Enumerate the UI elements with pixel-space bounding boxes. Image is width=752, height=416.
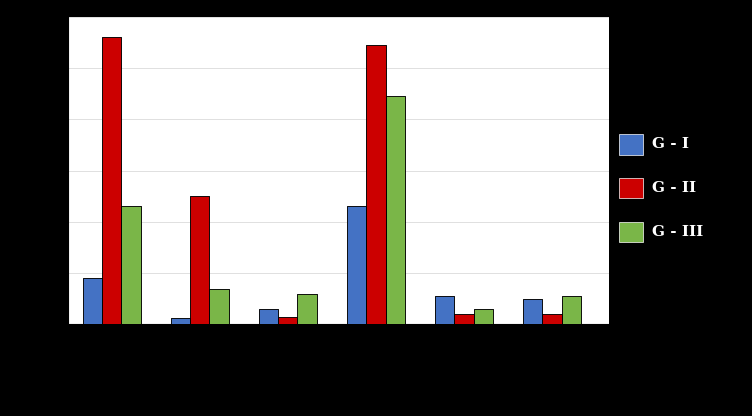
Text: G - I: G - I [653, 137, 690, 151]
Text: G - II: G - II [653, 181, 696, 195]
Bar [454, 314, 474, 324]
Bar [366, 45, 386, 324]
Bar [102, 37, 121, 324]
Bar [278, 317, 298, 324]
Bar [562, 296, 581, 324]
Bar [474, 309, 493, 324]
Text: Figure 1.: Figure 1. [8, 373, 71, 386]
Text: "Percent change in the biochemical parameters of subjects in different groups.": "Percent change in the biochemical param… [64, 373, 572, 386]
FancyBboxPatch shape [620, 134, 643, 154]
Bar [435, 296, 454, 324]
Bar [298, 294, 317, 324]
Bar [209, 289, 229, 324]
Bar [190, 196, 209, 324]
Bar [171, 318, 190, 324]
Bar [121, 206, 141, 324]
X-axis label: Biochemical parameters: Biochemical parameters [215, 369, 462, 386]
Text: G - III: G - III [653, 225, 704, 239]
Bar [523, 299, 542, 324]
FancyBboxPatch shape [620, 178, 643, 198]
Y-axis label: % change: % change [13, 126, 29, 215]
Bar [259, 309, 278, 324]
Bar [347, 206, 366, 324]
Bar [386, 96, 405, 324]
FancyBboxPatch shape [620, 221, 643, 242]
Bar [542, 314, 562, 324]
Bar [83, 278, 102, 324]
